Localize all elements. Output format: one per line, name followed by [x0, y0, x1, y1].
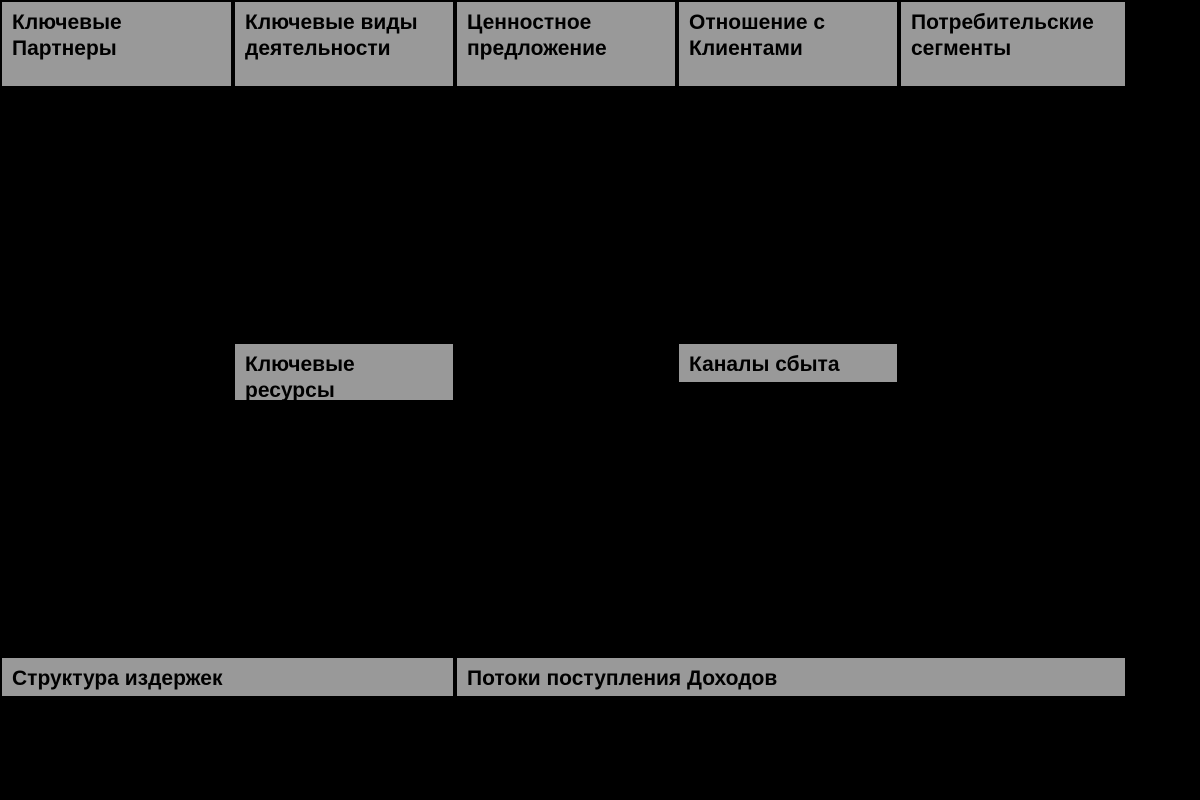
- value-proposition-body: [455, 88, 677, 656]
- channels-body: [677, 384, 899, 656]
- cost-structure-header: Структура издержек: [0, 656, 455, 698]
- business-model-canvas: Ключевые Партнеры Ключевые виды деятельн…: [0, 0, 1200, 800]
- value-proposition-header: Ценностное предложение: [455, 0, 677, 88]
- revenue-streams-body: [455, 698, 1127, 800]
- key-resources-header: Ключевые ресурсы: [233, 342, 455, 402]
- key-partners-body: [0, 88, 233, 656]
- key-resources-body: [233, 402, 455, 656]
- customer-relations-header: Отношение с Клиентами: [677, 0, 899, 88]
- channels-header: Каналы сбыта: [677, 342, 899, 384]
- cost-structure-body: [0, 698, 455, 800]
- key-activities-body: [233, 88, 455, 342]
- customer-segments-header: Потребительские сегменты: [899, 0, 1127, 88]
- customer-relations-body: [677, 88, 899, 342]
- revenue-streams-header: Потоки поступления Доходов: [455, 656, 1127, 698]
- key-activities-header: Ключевые виды деятельности: [233, 0, 455, 88]
- key-partners-header: Ключевые Партнеры: [0, 0, 233, 88]
- customer-segments-body: [899, 88, 1127, 656]
